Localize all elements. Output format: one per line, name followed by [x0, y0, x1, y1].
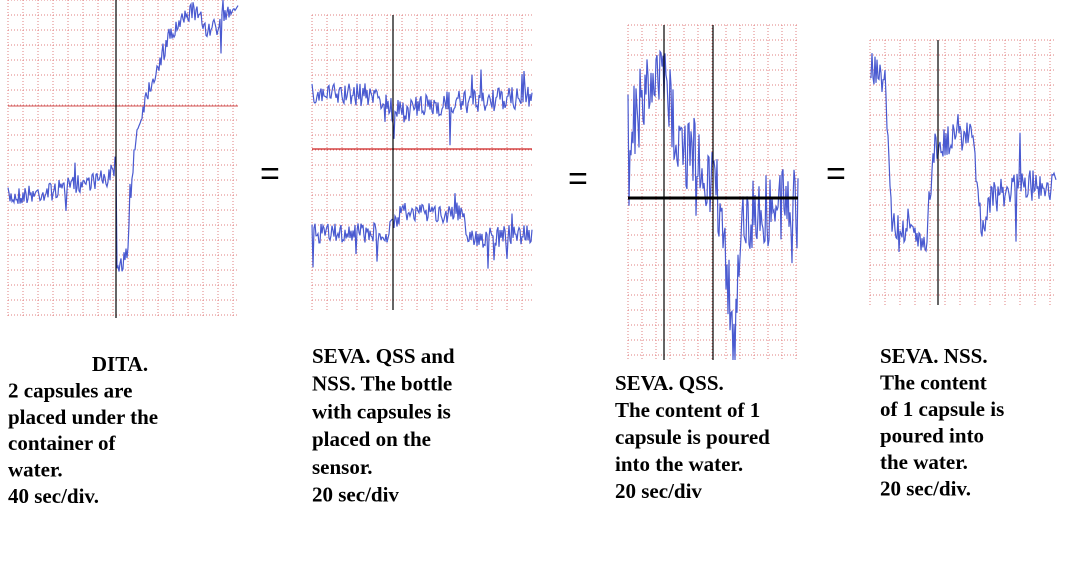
caption-line: 20 sec/div	[312, 483, 399, 507]
caption-line: the water.	[880, 450, 968, 474]
signal-trace	[311, 193, 533, 269]
caption-line: sensor.	[312, 455, 373, 479]
signal-panel	[869, 39, 1057, 305]
equals-sign: =	[568, 160, 588, 198]
caption-line: The content of 1	[615, 398, 760, 422]
signal-panel	[627, 24, 799, 361]
caption-line: with capsules is	[312, 399, 451, 423]
signal-trace	[869, 53, 1057, 253]
caption-line: of 1 capsule is	[880, 397, 1004, 421]
signal-panel	[311, 14, 533, 310]
caption-line: container of	[8, 431, 117, 455]
caption-line: placed on the	[312, 427, 431, 451]
caption-line: capsule is poured	[615, 425, 770, 449]
signal-panel	[7, 0, 239, 318]
caption-heading: DITA.	[92, 352, 148, 376]
caption-heading: SEVA. QSS.	[615, 371, 724, 395]
caption-line: into the water.	[615, 452, 743, 476]
signal-trace	[311, 69, 533, 146]
caption-line: water.	[8, 458, 63, 482]
caption-line: The content	[880, 371, 987, 395]
equals-sign: =	[260, 155, 280, 193]
equals-sign: =	[826, 155, 846, 193]
signal-trace	[7, 0, 239, 272]
caption-line: NSS. The bottle	[312, 372, 452, 396]
caption-line: 20 sec/div.	[880, 477, 971, 501]
caption-heading: SEVA. NSS.	[880, 344, 988, 368]
caption-line: 40 sec/div.	[8, 484, 99, 508]
caption-heading: SEVA. QSS and	[312, 344, 455, 368]
caption-line: 2 capsules are	[8, 378, 132, 402]
caption-line: 20 sec/div	[615, 479, 702, 503]
caption-line: poured into	[880, 424, 984, 448]
caption-line: placed under the	[8, 405, 158, 429]
